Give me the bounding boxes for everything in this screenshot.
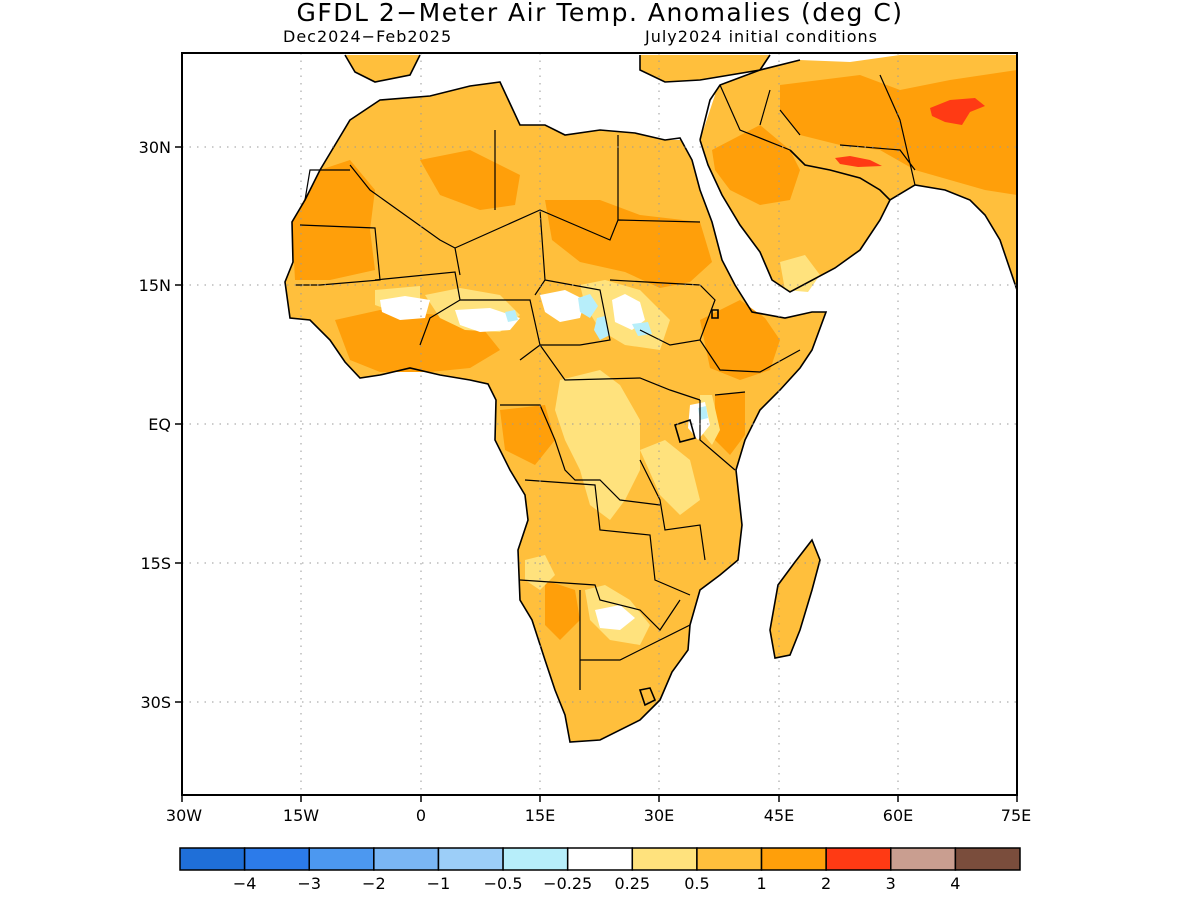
colorbar-label: −1 — [427, 874, 451, 893]
x-tick-label: 45E — [764, 806, 794, 825]
colorbar-label: −3 — [297, 874, 321, 893]
coastlines — [284, 54, 1017, 743]
colorbar-swatch — [696, 847, 763, 871]
colorbar-swatch — [179, 847, 246, 871]
colorbar-label: −2 — [362, 874, 386, 893]
y-tick-label: 15S — [140, 554, 171, 573]
colorbar-swatch — [954, 847, 1021, 871]
y-tick-label: 30S — [140, 693, 171, 712]
colorbar-swatch — [243, 847, 310, 871]
colorbar-label: −4 — [233, 874, 257, 893]
colorbar-swatch — [437, 847, 504, 871]
near-zero-anomaly-regions — [380, 55, 715, 630]
colorbar-label: 2 — [821, 874, 831, 893]
colorbar-swatch — [566, 847, 634, 871]
europe-land — [345, 55, 770, 82]
initial-conditions: July2024 initial conditions — [645, 27, 878, 46]
colorbar-labels: −4 −3 −2 −1 −0.5 −0.25 0.25 0.5 1 2 3 4 — [233, 874, 961, 893]
map-plot-area — [284, 54, 1017, 743]
colorbar-swatch — [373, 847, 440, 871]
madagascar-land — [770, 540, 820, 658]
x-tick-label: 30W — [166, 806, 202, 825]
colorbar — [179, 847, 1021, 871]
colorbar-swatch — [502, 847, 569, 871]
colorbar-label: 1 — [756, 874, 766, 893]
tick-marks — [175, 146, 1018, 802]
colorbar-swatch — [308, 847, 375, 871]
colorbar-label: 0.5 — [684, 874, 709, 893]
x-tick-label: 75E — [1001, 806, 1031, 825]
colorbar-swatch — [631, 847, 698, 871]
y-tick-label: EQ — [148, 415, 171, 434]
colorbar-swatch — [825, 847, 892, 871]
x-tick-label: 0 — [416, 806, 426, 825]
y-axis-labels: 30N 15N EQ 15S 30S — [139, 138, 171, 712]
anomaly-2-to-3-regions — [835, 98, 985, 167]
colorbar-label: 0.25 — [614, 874, 650, 893]
colorbar-swatch — [760, 847, 827, 871]
map-title: GFDL 2−Meter Air Temp. Anomalies (deg C) — [296, 0, 904, 27]
x-tick-label: 30E — [644, 806, 674, 825]
y-tick-label: 30N — [139, 138, 171, 157]
country-borders — [295, 74, 916, 690]
colorbar-swatch — [890, 847, 957, 871]
x-tick-label: 60E — [883, 806, 913, 825]
forecast-period: Dec2024−Feb2025 — [283, 27, 453, 46]
colorbar-label: −0.5 — [484, 874, 523, 893]
x-axis-labels: 30W 15W 0 15E 30E 45E 60E 75E — [166, 806, 1031, 825]
y-tick-label: 15N — [139, 276, 171, 295]
colorbar-label: −0.25 — [543, 874, 592, 893]
x-tick-label: 15E — [525, 806, 555, 825]
colorbar-label: 4 — [950, 874, 960, 893]
colorbar-label: 3 — [886, 874, 896, 893]
x-tick-label: 15W — [283, 806, 319, 825]
